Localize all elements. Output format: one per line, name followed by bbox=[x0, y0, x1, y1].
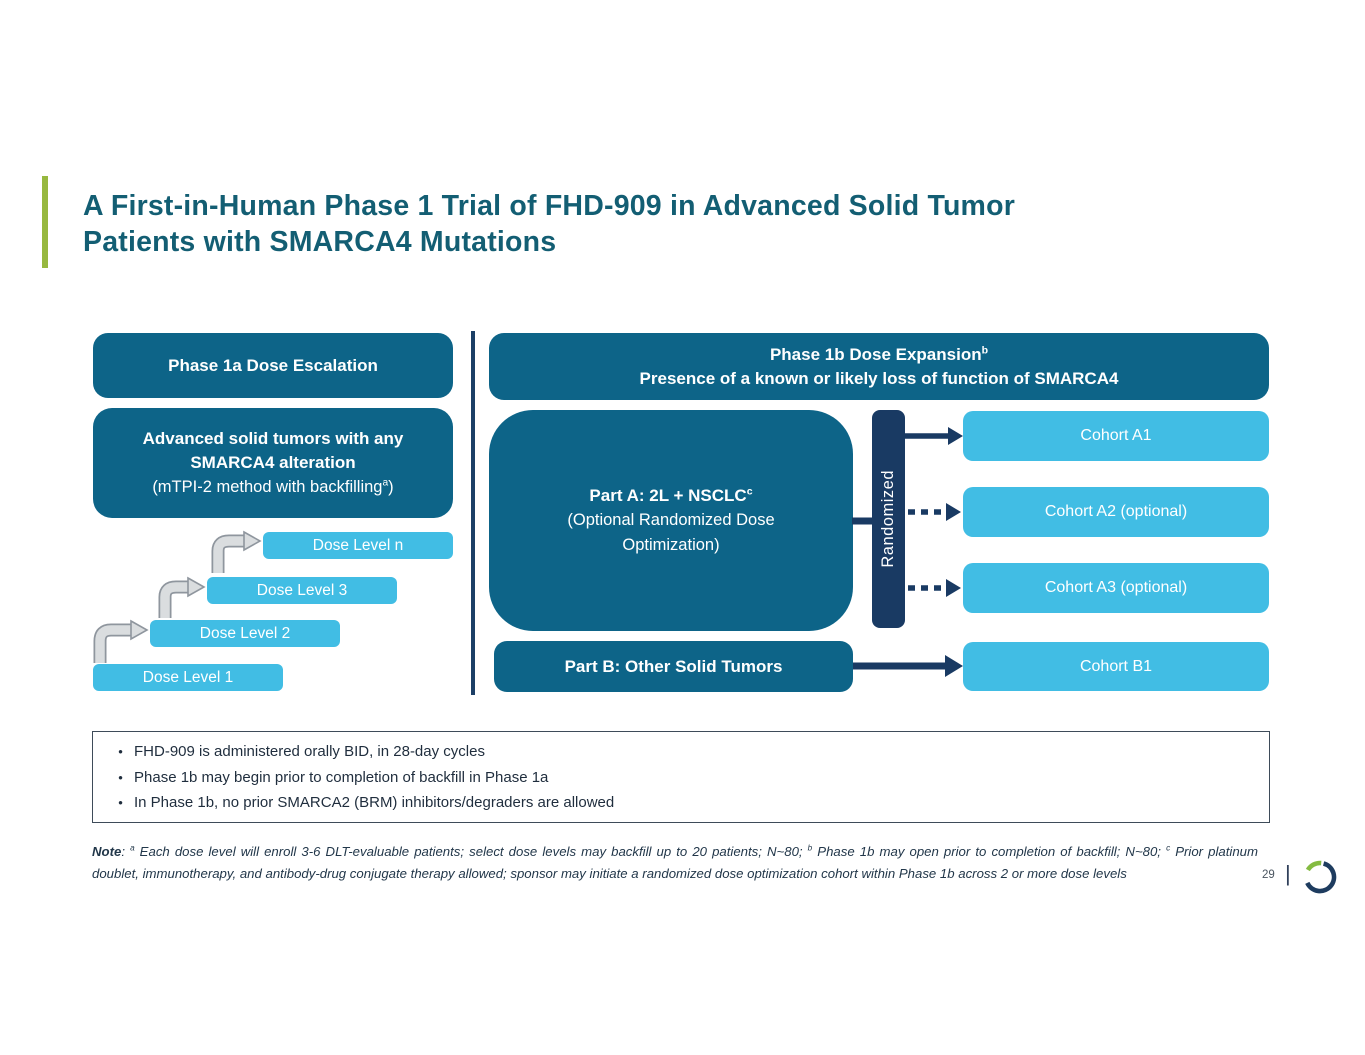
key-point-2-text: Phase 1b may begin prior to completion o… bbox=[134, 768, 549, 786]
phase1b-header-title-text: Phase 1b Dose Expansion bbox=[769, 344, 982, 364]
footnote-segment-b: Phase 1b may open prior to completion of… bbox=[812, 844, 1167, 859]
slide-title: A First-in-Human Phase 1 Trial of FHD-90… bbox=[83, 188, 1243, 260]
footnote-superscript-b: b bbox=[807, 843, 813, 853]
dose-level-3-label: Dose Level 3 bbox=[256, 581, 348, 599]
randomized-bar: Randomized bbox=[872, 410, 905, 628]
key-point-1: • FHD-909 is administered orally BID, in … bbox=[107, 743, 1269, 760]
phase1b-superscript-b: b bbox=[981, 343, 989, 356]
dose-level-2-label: Dose Level 2 bbox=[199, 624, 291, 642]
phase1b-header-subtitle: Presence of a known or likely loss of fu… bbox=[639, 368, 1119, 388]
bullet-icon: • bbox=[118, 743, 123, 759]
part-b-box: Part B: Other Solid Tumors bbox=[494, 641, 853, 692]
dose-escalation-arrow-2 bbox=[158, 576, 206, 618]
cohort-a1-box: Cohort A1 bbox=[963, 411, 1269, 461]
part-a-title-text: Part A: 2L + NSCLC bbox=[589, 486, 747, 505]
footnote-superscript-a: a bbox=[130, 843, 135, 853]
key-point-2: • Phase 1b may begin prior to completion … bbox=[107, 769, 1269, 786]
criteria-superscript-a: a bbox=[382, 477, 389, 489]
cohort-b1-box: Cohort B1 bbox=[963, 642, 1269, 691]
company-logo-icon bbox=[1305, 860, 1337, 894]
dose-escalation-arrow-3 bbox=[211, 530, 262, 573]
key-point-3: • In Phase 1b, no prior SMARCA2 (BRM) inh… bbox=[107, 794, 1269, 811]
key-points-list: • Phase 1b may begin prior to completion … bbox=[93, 769, 1269, 786]
dose-level-1-label: Dose Level 1 bbox=[142, 668, 234, 686]
dose-level-n-label: Dose Level n bbox=[312, 536, 404, 554]
footnote-segment-a: Each dose level will enroll 3-6 DLT-eval… bbox=[134, 844, 808, 859]
phase1a-header-label: Phase 1a Dose Escalation bbox=[168, 355, 378, 375]
phase1a-criteria-bold: Advanced solid tumors with any SMARCA4 a… bbox=[142, 429, 404, 472]
part-b-label: Part B: Other Solid Tumors bbox=[564, 656, 783, 676]
phase1a-criteria-box: Advanced solid tumors with any SMARCA4 a… bbox=[93, 408, 453, 518]
phase1b-header-title: Phase 1b Dose Expansionb bbox=[770, 343, 988, 367]
arrow-cohort-a3-dashed bbox=[908, 579, 961, 597]
footnote-label: Note bbox=[92, 844, 122, 859]
phase1b-header-box: Phase 1b Dose Expansionb Presence of a k… bbox=[489, 333, 1269, 400]
key-points-list: • FHD-909 is administered orally BID, in … bbox=[93, 743, 1269, 760]
key-point-3-text: In Phase 1b, no prior SMARCA2 (BRM) inhi… bbox=[134, 794, 615, 812]
part-a-title: Part A: 2L + NSCLCc bbox=[589, 483, 752, 508]
panel-divider bbox=[471, 331, 475, 695]
criteria-method-close: ) bbox=[388, 478, 394, 496]
bullet-icon: • bbox=[118, 795, 123, 811]
part-a-box: Part A: 2L + NSCLCc (Optional Randomized… bbox=[489, 410, 853, 631]
dose-level-3-box: Dose Level 3 bbox=[207, 577, 397, 604]
part-a-subtitle: (Optional Randomized Dose Optimization) bbox=[567, 511, 775, 554]
dose-escalation-arrow-1 bbox=[93, 619, 149, 663]
key-points-box: • FHD-909 is administered orally BID, in … bbox=[92, 731, 1270, 823]
randomized-label: Randomized bbox=[879, 470, 897, 568]
footnote: Note: a Each dose level will enroll 3-6 … bbox=[92, 841, 1258, 884]
arrow-cohort-a2-dashed bbox=[908, 503, 961, 521]
footnote-segment-c: Prior platinum doublet, immunotherapy, a… bbox=[92, 844, 1259, 881]
dose-level-1-box: Dose Level 1 bbox=[93, 664, 283, 691]
cohort-a3-box: Cohort A3 (optional) bbox=[963, 563, 1269, 613]
arrow-cohort-a1 bbox=[905, 427, 963, 445]
key-point-1-text: FHD-909 is administered orally BID, in 2… bbox=[134, 742, 485, 760]
phase1a-criteria-method: (mTPI-2 method with backfillinga) bbox=[152, 475, 393, 499]
slide-title-line2: Patients with SMARCA4 Mutations bbox=[83, 226, 557, 258]
footer-separator: | bbox=[1285, 861, 1291, 886]
bullet-icon: • bbox=[118, 769, 123, 785]
footnote-superscript-c: c bbox=[1166, 843, 1171, 853]
cohort-b1-label: Cohort B1 bbox=[1079, 657, 1153, 675]
cohort-a2-box: Cohort A2 (optional) bbox=[963, 487, 1269, 537]
footnote-colon: : bbox=[121, 844, 131, 859]
slide-title-line1: A First-in-Human Phase 1 Trial of FHD-90… bbox=[83, 190, 1015, 222]
dose-level-2-box: Dose Level 2 bbox=[150, 620, 340, 647]
phase1a-header-box: Phase 1a Dose Escalation bbox=[93, 333, 453, 398]
cohort-a2-label: Cohort A2 (optional) bbox=[1044, 503, 1188, 520]
cohort-a1-label: Cohort A1 bbox=[1080, 427, 1152, 444]
page-number: 29 bbox=[1262, 869, 1275, 881]
criteria-method-text: (mTPI-2 method with backfilling bbox=[152, 478, 383, 496]
key-points-list: • In Phase 1b, no prior SMARCA2 (BRM) inh… bbox=[93, 794, 1269, 811]
arrow-cohort-b1 bbox=[853, 655, 963, 677]
dose-level-n-box: Dose Level n bbox=[263, 532, 453, 559]
title-accent-bar bbox=[42, 176, 48, 268]
cohort-a3-label: Cohort A3 (optional) bbox=[1044, 579, 1188, 596]
part-a-superscript-c: c bbox=[746, 485, 753, 498]
